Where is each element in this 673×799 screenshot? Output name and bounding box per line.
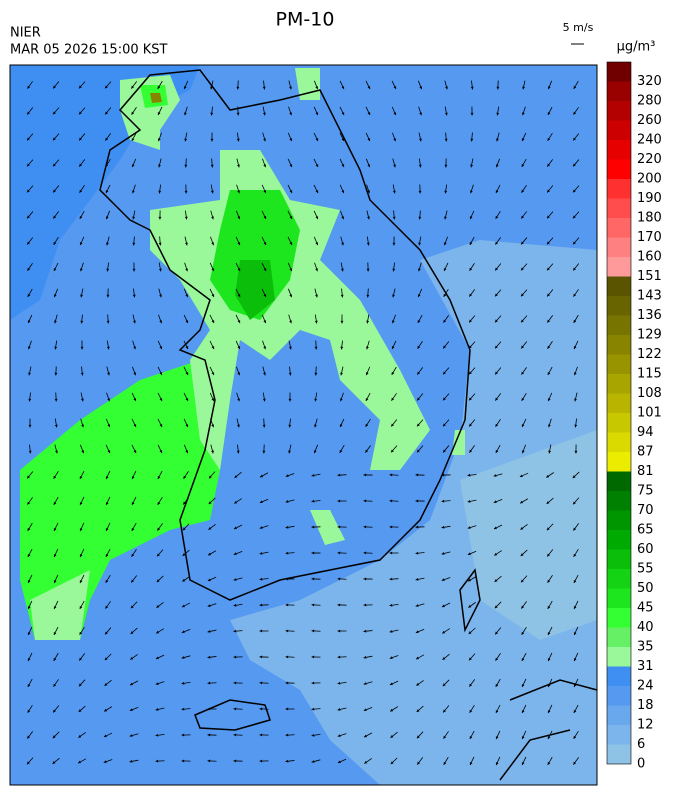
- colorbar-swatch: [607, 725, 631, 745]
- colorbar-label: 320: [637, 74, 662, 89]
- colorbar-swatch: [607, 82, 631, 102]
- colorbar-label: 108: [637, 386, 662, 401]
- colorbar-label: 24: [637, 679, 654, 694]
- colorbar: 0 6 12 18 24 31 35 40 45 50 55 60 65 70 75 81 87 94 101 108…: [607, 62, 662, 772]
- map: [10, 65, 597, 785]
- colorbar-label: 87: [637, 445, 654, 460]
- colorbar-label: 50: [637, 581, 654, 596]
- colorbar-swatch: [607, 101, 631, 121]
- colorbar-swatch: [607, 121, 631, 141]
- colorbar-label: 136: [637, 308, 662, 323]
- colorbar-swatch: [607, 667, 631, 687]
- colorbar-label: 40: [637, 620, 654, 635]
- colorbar-label: 170: [637, 230, 662, 245]
- colorbar-swatch: [607, 62, 631, 82]
- colorbar-swatch: [607, 140, 631, 160]
- colorbar-swatch: [607, 296, 631, 316]
- colorbar-label: 31: [637, 659, 654, 674]
- colorbar-swatch: [607, 647, 631, 667]
- colorbar-label: 60: [637, 542, 654, 557]
- colorbar-swatch: [607, 628, 631, 648]
- colorbar-swatch: [607, 589, 631, 609]
- colorbar-swatch: [607, 550, 631, 570]
- colorbar-label: 18: [637, 698, 654, 713]
- colorbar-swatch: [607, 160, 631, 180]
- colorbar-swatch: [607, 472, 631, 492]
- colorbar-swatch: [607, 199, 631, 219]
- colorbar-swatch: [607, 238, 631, 258]
- colorbar-label: 143: [637, 289, 662, 304]
- colorbar-label: 12: [637, 718, 654, 733]
- colorbar-label: 190: [637, 191, 662, 206]
- colorbar-label: 240: [637, 133, 662, 148]
- pm-area: [150, 93, 162, 103]
- colorbar-swatch: [607, 413, 631, 433]
- colorbar-label: 115: [637, 367, 662, 382]
- colorbar-label: 101: [637, 406, 662, 421]
- colorbar-swatch: [607, 394, 631, 414]
- wind-scale-label: 5 m/s: [563, 21, 594, 34]
- colorbar-label: 260: [637, 113, 662, 128]
- colorbar-swatch: [607, 706, 631, 726]
- colorbar-label: 180: [637, 211, 662, 226]
- colorbar-swatch: [607, 316, 631, 336]
- colorbar-label: 220: [637, 152, 662, 167]
- colorbar-label: 122: [637, 347, 662, 362]
- colorbar-swatch: [607, 511, 631, 531]
- colorbar-label: 6: [637, 737, 645, 752]
- colorbar-swatch: [607, 374, 631, 394]
- colorbar-label: 151: [637, 269, 662, 284]
- colorbar-swatch: [607, 530, 631, 550]
- agency: NIER: [10, 26, 41, 41]
- colorbar-label: 75: [637, 484, 654, 499]
- colorbar-swatch: [607, 608, 631, 628]
- colorbar-label: 94: [637, 425, 654, 440]
- colorbar-label: 129: [637, 328, 662, 343]
- colorbar-label: 0: [637, 757, 645, 772]
- colorbar-swatch: [607, 452, 631, 472]
- colorbar-swatch: [607, 218, 631, 238]
- colorbar-swatch: [607, 335, 631, 355]
- title: PM-10: [276, 9, 335, 31]
- colorbar-label: 280: [637, 94, 662, 109]
- colorbar-swatch: [607, 355, 631, 375]
- colorbar-label: 55: [637, 562, 654, 577]
- colorbar-swatch: [607, 569, 631, 589]
- colorbar-label: 160: [637, 250, 662, 265]
- colorbar-swatch: [607, 433, 631, 453]
- colorbar-swatch: [607, 277, 631, 297]
- colorbar-label: 70: [637, 503, 654, 518]
- colorbar-label: 65: [637, 523, 654, 538]
- colorbar-label: 45: [637, 601, 654, 616]
- colorbar-swatch: [607, 491, 631, 511]
- colorbar-label: 81: [637, 464, 654, 479]
- colorbar-label: 200: [637, 172, 662, 187]
- colorbar-label: 35: [637, 640, 654, 655]
- timestamp: MAR 05 2026 15:00 KST: [10, 43, 168, 58]
- colorbar-swatch: [607, 686, 631, 706]
- colorbar-swatch: [607, 745, 631, 765]
- unit: µg/m³: [617, 40, 656, 55]
- colorbar-swatch: [607, 257, 631, 277]
- colorbar-swatch: [607, 179, 631, 199]
